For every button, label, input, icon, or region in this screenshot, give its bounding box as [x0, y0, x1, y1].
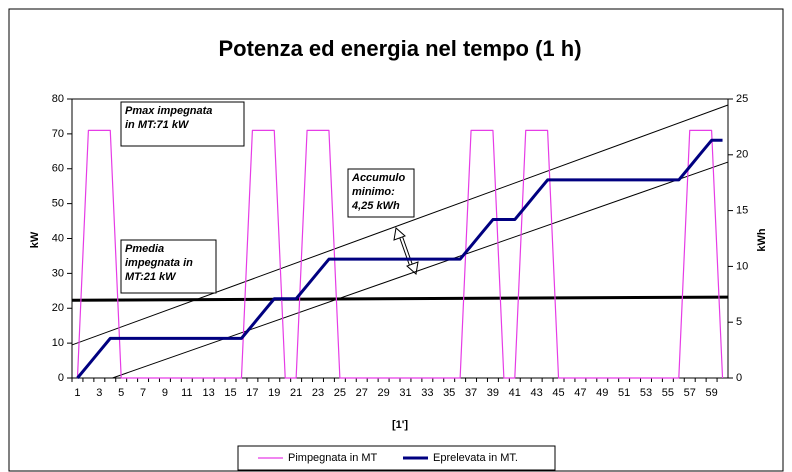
x-tick-label: 11: [181, 387, 192, 399]
x-tick-label: 21: [290, 387, 302, 399]
y-axis-label: kW: [29, 231, 41, 248]
y2-axis-label: kWh: [756, 228, 768, 252]
x-tick-label: 27: [356, 387, 368, 399]
double-arrow: [393, 227, 419, 275]
y-tick-label: 70: [52, 128, 64, 140]
x-tick-label: 57: [684, 387, 696, 399]
x-tick-label: 13: [203, 387, 215, 399]
y2-tick-label: 20: [736, 149, 748, 161]
x-tick-label: 15: [224, 387, 236, 399]
x-tick-label: 53: [640, 387, 652, 399]
x-tick-label: 41: [509, 387, 521, 399]
x-tick-label: 47: [574, 387, 586, 399]
series-line: [76, 138, 723, 379]
y2-tick-label: 5: [736, 316, 742, 328]
y-tick-label: 40: [52, 232, 64, 244]
legend-label: Pimpegnata in MT: [288, 452, 378, 464]
x-tick-label: 9: [162, 387, 168, 399]
mean-line: [71, 295, 729, 302]
y-tick-label: 30: [52, 267, 64, 279]
x-tick-label: 31: [399, 387, 411, 399]
annotation-text: impegnata in: [125, 257, 193, 269]
y2-tick-label: 15: [736, 205, 748, 217]
annotation-text: Accumulo: [351, 172, 405, 184]
x-tick-label: 19: [268, 387, 280, 399]
y-tick-label: 60: [52, 163, 64, 175]
y-tick-label: 20: [52, 302, 64, 314]
x-tick-label: 59: [705, 387, 717, 399]
x-tick-label: 5: [118, 387, 124, 399]
envelope-line: [71, 104, 729, 346]
x-tick-label: 1: [74, 387, 80, 399]
x-tick-label: 29: [377, 387, 389, 399]
x-tick-label: 7: [140, 387, 146, 399]
annotation-text: 4,25 kWh: [351, 200, 400, 212]
annotation-text: MT:21 kW: [125, 271, 177, 283]
envelope-line: [112, 161, 729, 379]
x-tick-label: 37: [465, 387, 477, 399]
y2-tick-label: 10: [736, 260, 748, 272]
annotation-text: Pmedia: [125, 243, 164, 255]
x-tick-label: 39: [487, 387, 499, 399]
x-tick-label: 43: [531, 387, 543, 399]
chart-title: Potenza ed energia nel tempo (1 h): [218, 36, 581, 61]
y-tick-label: 80: [52, 93, 64, 105]
x-tick-label: 55: [662, 387, 674, 399]
legend-label: Eprelevata in MT.: [433, 452, 518, 464]
annotation-text: Pmax impegnata: [125, 105, 212, 117]
series-line: [76, 129, 724, 379]
y-tick-label: 0: [58, 372, 64, 384]
x-tick-label: 33: [421, 387, 433, 399]
x-tick-label: 3: [96, 387, 102, 399]
y2-tick-label: 0: [736, 372, 742, 384]
x-tick-label: 35: [443, 387, 455, 399]
annotation-box: [120, 101, 245, 147]
x-tick-label: 23: [312, 387, 324, 399]
x-tick-label: 49: [596, 387, 608, 399]
annotation-text: minimo:: [352, 186, 395, 198]
y2-tick-label: 25: [736, 93, 748, 105]
x-tick-label: 45: [552, 387, 564, 399]
annotation-box: [120, 239, 217, 294]
x-axis-label: [1']: [392, 419, 408, 431]
annotation-box: [347, 168, 415, 218]
y-tick-label: 10: [52, 337, 64, 349]
x-tick-label: 25: [334, 387, 346, 399]
x-tick-label: 17: [246, 387, 258, 399]
y-tick-label: 50: [52, 198, 64, 210]
legend: [237, 445, 556, 471]
annotation-text: in MT:71 kW: [125, 119, 190, 131]
x-tick-label: 51: [618, 387, 630, 399]
